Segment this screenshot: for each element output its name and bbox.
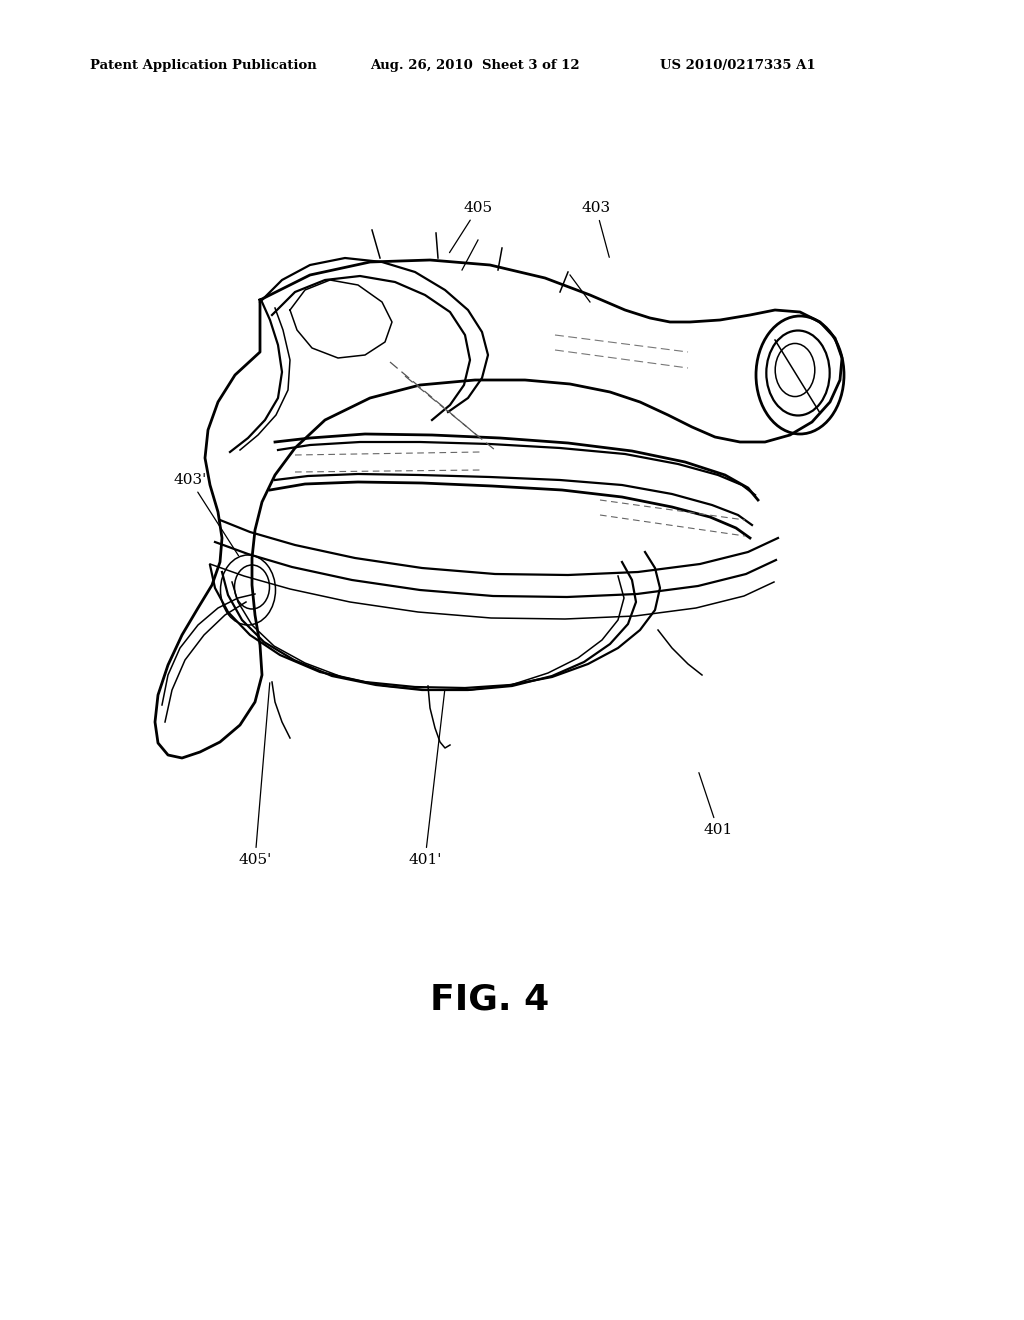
Text: 403: 403 [582,201,610,257]
Text: US 2010/0217335 A1: US 2010/0217335 A1 [660,58,816,71]
Text: 401: 401 [698,772,732,837]
Text: FIG. 4: FIG. 4 [430,983,550,1016]
Text: 401': 401' [409,690,444,867]
Text: Aug. 26, 2010  Sheet 3 of 12: Aug. 26, 2010 Sheet 3 of 12 [370,58,580,71]
Text: 405': 405' [239,682,271,867]
Text: 403': 403' [173,473,239,556]
Text: Patent Application Publication: Patent Application Publication [90,58,316,71]
Text: 405: 405 [450,201,493,252]
